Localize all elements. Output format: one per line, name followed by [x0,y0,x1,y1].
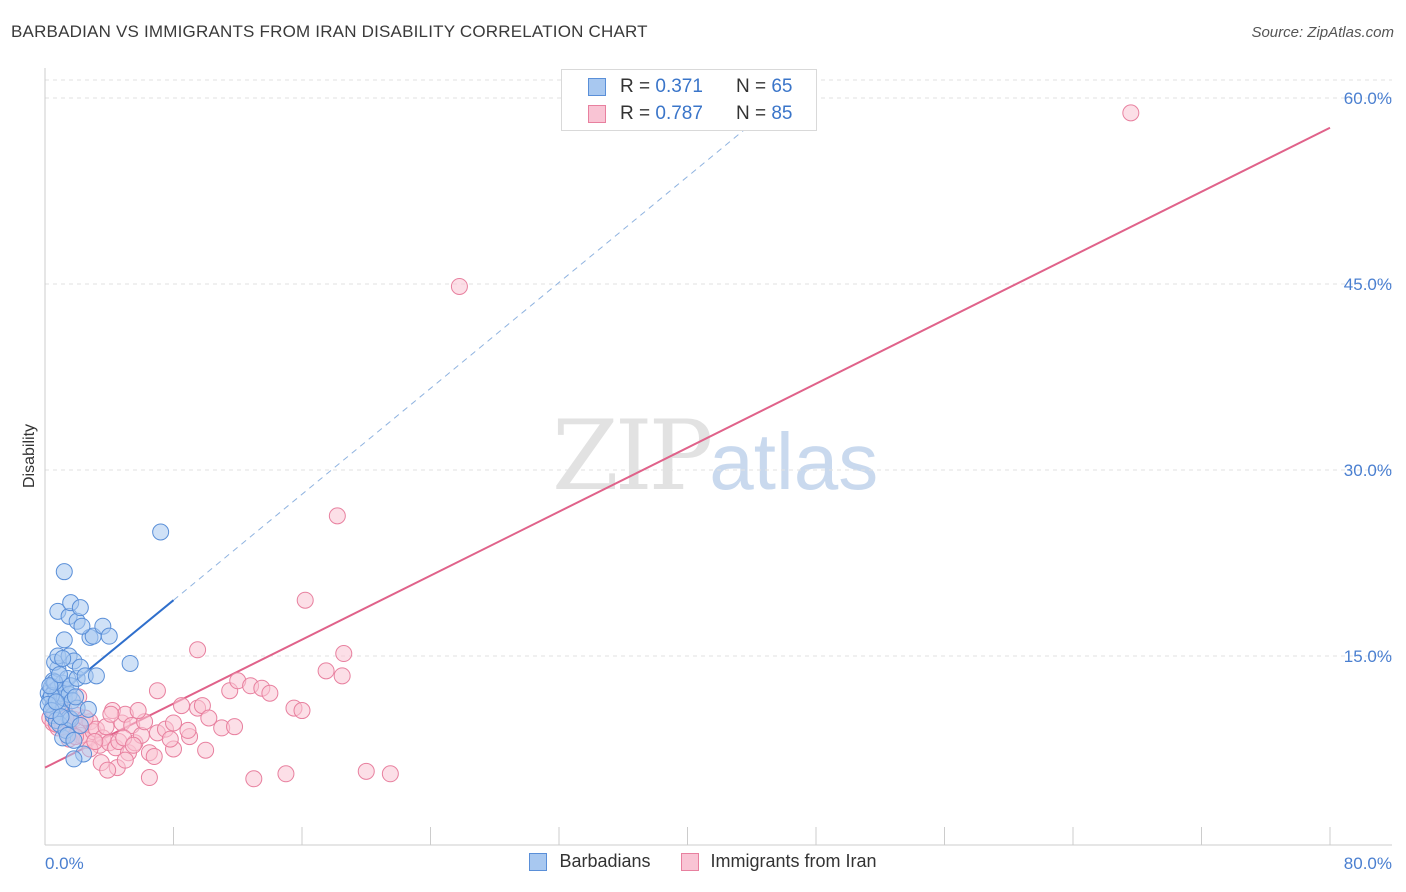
data-point-barbadians [55,631,73,649]
data-point-barbadians [55,563,73,581]
legend-n-value: 85 [771,103,793,124]
x-tick-label-min: 0.0% [45,854,84,873]
y-tick-label: 15.0% [1344,647,1392,666]
data-point-iran [1122,104,1140,122]
y-axis-label: Disability [21,424,38,488]
data-point-barbadians [41,677,59,695]
data-point-barbadians [65,750,83,768]
correlation-legend: R = 0.371 N = 65 R = 0.787 N = 85 [561,69,817,131]
legend-r-value: 0.787 [655,103,703,124]
data-point-barbadians [50,666,68,684]
legend-r-label: R = [620,103,651,124]
data-point-iran [335,645,353,663]
legend-row-iran: R = 0.787 N = 85 [588,103,792,125]
data-point-barbadians [54,649,72,667]
tick-labels: 15.0% 30.0% 45.0% 60.0% 0.0% 80.0% [45,89,1392,873]
data-point-iran [179,721,197,739]
chart-title: BARBADIAN VS IMMIGRANTS FROM IRAN DISABI… [11,22,648,41]
legend-label-barbadians: Barbadians [559,851,651,871]
source-label: Source: ZipAtlas.com [1251,24,1394,41]
legend-n-label: N = [735,103,767,124]
data-point-barbadians [152,523,170,541]
y-tick-label: 30.0% [1344,461,1392,480]
data-point-iran [317,662,335,680]
trend-line-barbadians-extension [173,110,769,601]
data-point-iran [86,733,104,751]
data-point-barbadians [52,708,70,726]
data-point-iran [148,682,166,700]
data-point-iran [261,684,279,702]
data-point-iran [99,761,117,779]
data-point-iran [381,765,399,783]
data-point-iran [296,591,314,609]
data-point-barbadians [71,716,89,734]
legend-row-barbadians: R = 0.371 N = 65 [588,76,792,98]
legend-swatch-blue [588,78,606,96]
legend-item-barbadians[interactable]: Barbadians [529,851,651,872]
data-point-iran [450,277,468,295]
legend-label-iran: Immigrants from Iran [710,851,877,871]
data-point-iran [200,709,218,727]
legend-r-value: 0.371 [655,76,703,97]
data-point-iran [357,762,375,780]
data-point-barbadians [100,627,118,645]
data-point-barbadians [67,688,85,706]
legend-n-label: N = [735,76,767,97]
data-point-iran [165,714,182,732]
data-point-barbadians [47,693,65,711]
data-point-barbadians [73,617,91,635]
data-point-iran [161,730,179,748]
trend-line-iran [44,126,1331,769]
data-point-iran [140,769,158,787]
data-point-barbadians [87,667,105,685]
data-point-iran [197,741,215,759]
data-point-iran [226,718,244,736]
y-tick-label: 60.0% [1344,89,1392,108]
data-point-iran [293,702,311,720]
watermark-zip: ZIP [552,400,713,512]
legend-swatch-pink [680,852,699,871]
data-point-iran [277,765,295,783]
x-tick-label-max: 80.0% [1344,854,1392,873]
legend-swatch-blue [529,852,548,871]
data-point-iran [129,702,147,720]
series-barbadians-points [39,523,170,768]
y-tick-label: 45.0% [1344,275,1392,294]
data-point-iran [328,507,346,525]
data-point-barbadians [65,731,83,749]
data-point-iran [333,667,351,685]
legend-r-label: R = [620,76,651,97]
series-iran-points [41,104,1140,788]
data-point-iran [173,697,191,715]
trend-lines [44,110,1331,769]
legend-swatch-pink [588,105,606,123]
data-point-iran [116,751,134,769]
data-point-iran [145,747,163,765]
legend-item-iran[interactable]: Immigrants from Iran [680,851,877,872]
legend-n-value: 65 [771,76,793,97]
data-point-iran [124,736,142,754]
axes [44,68,1392,846]
data-point-barbadians [121,654,139,672]
data-point-iran [102,705,120,723]
watermark-atlas: atlas [709,417,879,506]
grid-lines [45,79,1392,657]
watermark: ZIPatlas [552,400,878,512]
data-point-barbadians [79,700,97,718]
data-point-barbadians [71,599,89,617]
data-point-iran [189,641,207,659]
data-point-iran [245,770,263,788]
series-legend: Barbadians Immigrants from Iran [0,851,1406,872]
